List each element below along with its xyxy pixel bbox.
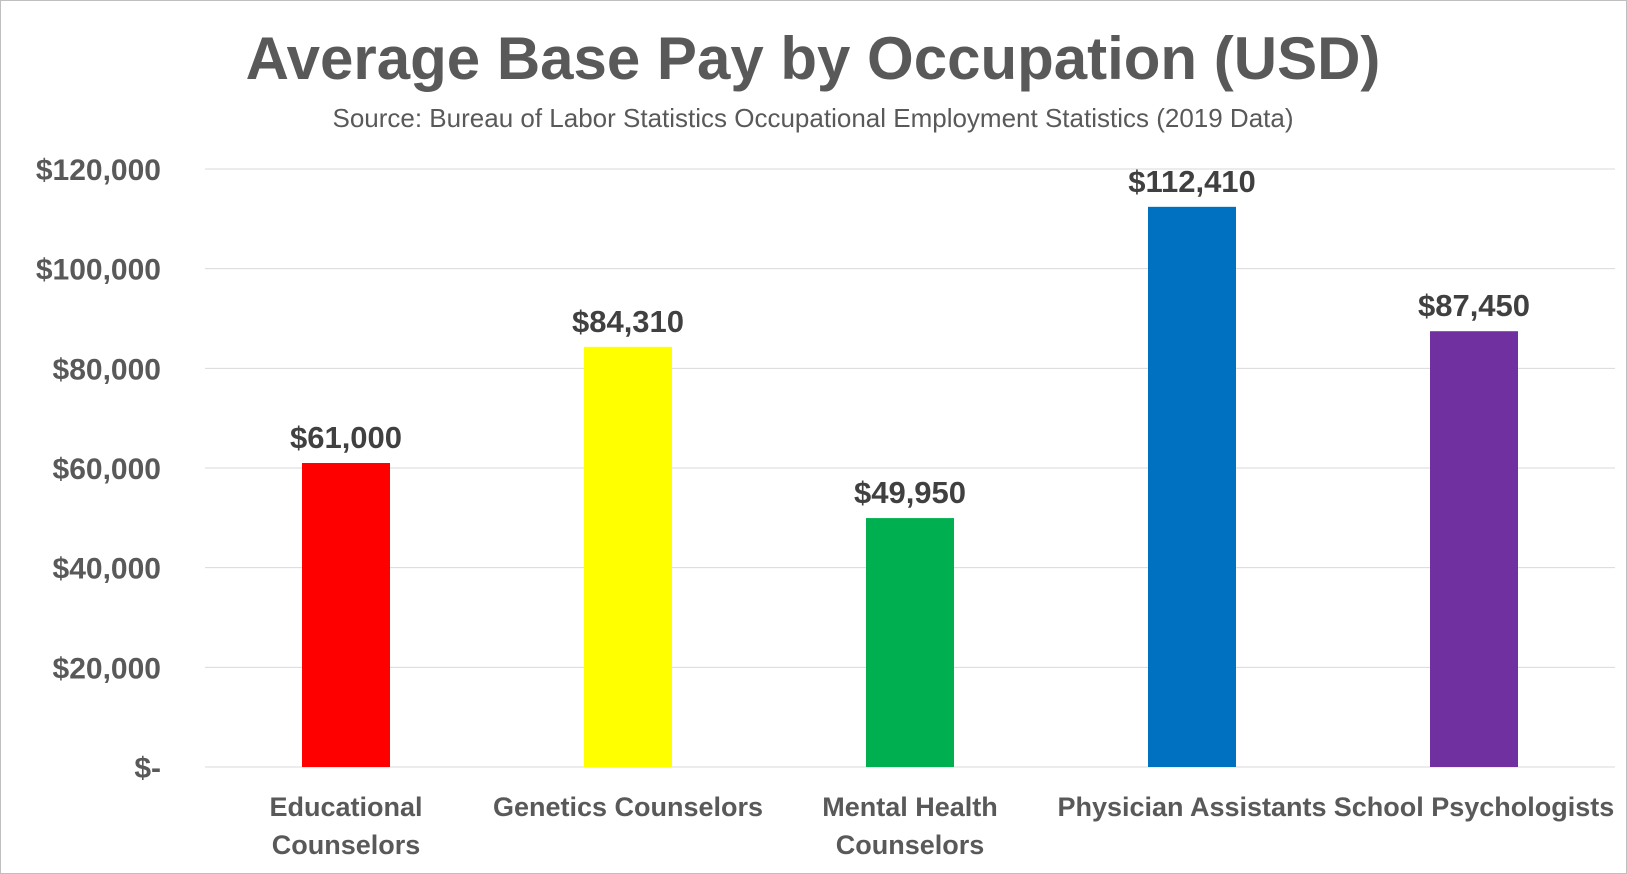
y-tick-label: $- [134,752,161,785]
bar [866,518,954,767]
bar [302,463,390,767]
data-label: $61,000 [290,420,402,455]
y-tick-label: $100,000 [36,254,161,287]
bar [1148,206,1236,768]
y-tick-label: $120,000 [36,154,161,187]
y-tick-label: $80,000 [53,353,161,386]
y-tick-label: $40,000 [53,553,161,586]
chart-subtitle: Source: Bureau of Labor Statistics Occup… [332,103,1293,133]
data-label: $112,410 [1128,164,1256,199]
bar [1430,331,1518,767]
x-tick-label: Counselors [272,830,421,860]
data-label: $84,310 [572,304,684,339]
data-label: $87,450 [1418,288,1530,323]
y-axis-ticks: $- $20,000 $40,000 $60,000 $80,000 $100,000 $1… [36,154,161,785]
chart-title: Average Base Pay by Occupation (USD) [246,25,1381,92]
bars [302,206,1518,768]
x-tick-label: Counselors [836,830,985,860]
x-axis-ticks: Educational Counselors Genetics Counselors… [269,792,1614,860]
data-label: $49,950 [854,475,966,510]
x-tick-label: Mental Health [822,792,998,822]
data-labels: $61,000 $84,310 $49,950 $112,410 $87,450 [290,164,1530,510]
x-tick-label: Educational [269,792,422,822]
x-tick-label: School Psychologists [1334,792,1615,822]
bar [584,346,672,767]
x-tick-label: Genetics Counselors [493,792,763,822]
y-tick-label: $20,000 [53,652,161,685]
x-tick-label: Physician Assistants [1057,792,1326,822]
y-tick-label: $60,000 [53,453,161,486]
